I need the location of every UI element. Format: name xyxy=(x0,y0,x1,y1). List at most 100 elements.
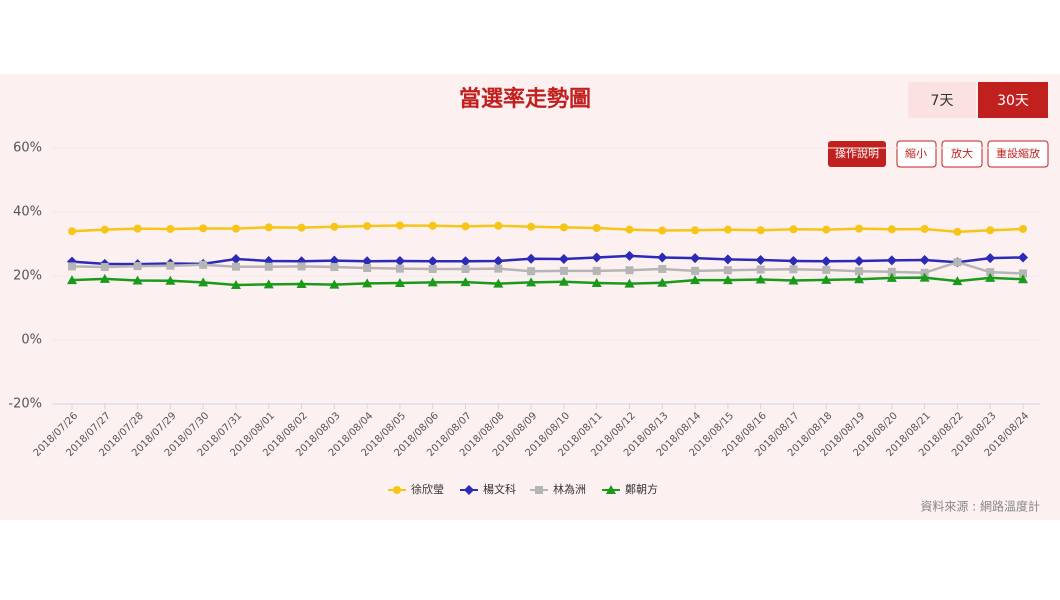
point xyxy=(722,254,733,265)
tool-button-label[interactable]: 重設縮放 xyxy=(996,146,1040,160)
legend-label: 林為洲 xyxy=(553,482,586,496)
point xyxy=(789,225,798,234)
point xyxy=(953,227,962,236)
point xyxy=(165,275,176,285)
point xyxy=(330,263,339,272)
point xyxy=(756,226,765,235)
point xyxy=(100,225,109,234)
point xyxy=(494,221,503,230)
point xyxy=(723,266,732,275)
point xyxy=(394,278,405,288)
point xyxy=(527,267,536,276)
point xyxy=(919,272,930,282)
point xyxy=(755,274,766,284)
point xyxy=(395,264,404,273)
point xyxy=(198,277,209,287)
range-button-label[interactable]: 7天 xyxy=(931,93,954,109)
point xyxy=(460,277,471,287)
point xyxy=(624,278,635,288)
series-line xyxy=(71,260,1024,275)
point xyxy=(526,277,537,287)
point xyxy=(625,266,634,275)
point xyxy=(952,276,963,286)
point xyxy=(99,273,110,283)
point xyxy=(68,262,76,271)
legend-label: 鄭朝方 xyxy=(625,482,658,496)
point xyxy=(199,260,208,269)
point xyxy=(133,262,142,271)
point xyxy=(854,274,865,284)
point xyxy=(986,226,995,235)
point xyxy=(756,265,765,274)
point xyxy=(657,252,668,263)
series-line xyxy=(71,254,1024,266)
point xyxy=(854,255,865,266)
point xyxy=(821,256,832,267)
point xyxy=(755,255,766,265)
point xyxy=(461,222,470,231)
point xyxy=(591,252,602,263)
point xyxy=(329,279,340,289)
point xyxy=(394,255,405,266)
point xyxy=(886,272,897,282)
range-button[interactable] xyxy=(908,82,976,118)
point xyxy=(886,255,897,266)
point xyxy=(722,275,733,285)
point xyxy=(166,261,175,270)
point xyxy=(822,265,831,274)
chart-title: 當選率走勢圖 xyxy=(459,86,591,112)
point xyxy=(690,275,701,285)
point xyxy=(428,221,437,230)
point xyxy=(494,264,503,273)
y-tick-label: -20% xyxy=(8,397,42,412)
point xyxy=(985,253,996,264)
point xyxy=(887,267,896,276)
point xyxy=(362,278,373,288)
point xyxy=(362,256,373,267)
point xyxy=(493,255,504,266)
point xyxy=(166,224,175,233)
point xyxy=(789,265,798,274)
point xyxy=(985,272,996,282)
point xyxy=(535,486,543,494)
point xyxy=(1018,274,1028,284)
y-tick-label: 20% xyxy=(13,269,42,284)
point xyxy=(559,223,568,232)
point xyxy=(591,278,602,288)
point xyxy=(230,254,241,265)
point xyxy=(363,264,372,272)
point xyxy=(821,274,832,284)
point xyxy=(788,255,799,266)
legend-label: 徐欣瑩 xyxy=(411,482,444,496)
range-button[interactable] xyxy=(978,82,1048,118)
tool-button-label[interactable]: 縮小 xyxy=(905,146,927,160)
tool-button-label[interactable]: 操作說明 xyxy=(835,146,879,160)
point xyxy=(527,222,536,231)
point xyxy=(464,485,474,495)
point xyxy=(132,275,143,285)
range-button-label[interactable]: 30天 xyxy=(997,93,1029,109)
point xyxy=(428,264,437,273)
point xyxy=(493,278,504,288)
point xyxy=(199,224,208,233)
point xyxy=(559,266,568,275)
point xyxy=(461,264,470,273)
point xyxy=(592,224,601,232)
point xyxy=(427,256,438,267)
point xyxy=(592,266,601,275)
point xyxy=(330,222,339,231)
point xyxy=(919,255,930,265)
point xyxy=(297,262,306,271)
series-line xyxy=(71,224,1024,234)
point xyxy=(691,266,700,275)
point xyxy=(526,253,537,264)
point xyxy=(263,279,274,289)
point xyxy=(264,262,273,271)
point xyxy=(264,223,273,232)
tool-button-label[interactable]: 放大 xyxy=(951,146,973,160)
point xyxy=(690,253,701,264)
point xyxy=(606,485,616,494)
point xyxy=(723,225,732,234)
point xyxy=(657,277,668,287)
